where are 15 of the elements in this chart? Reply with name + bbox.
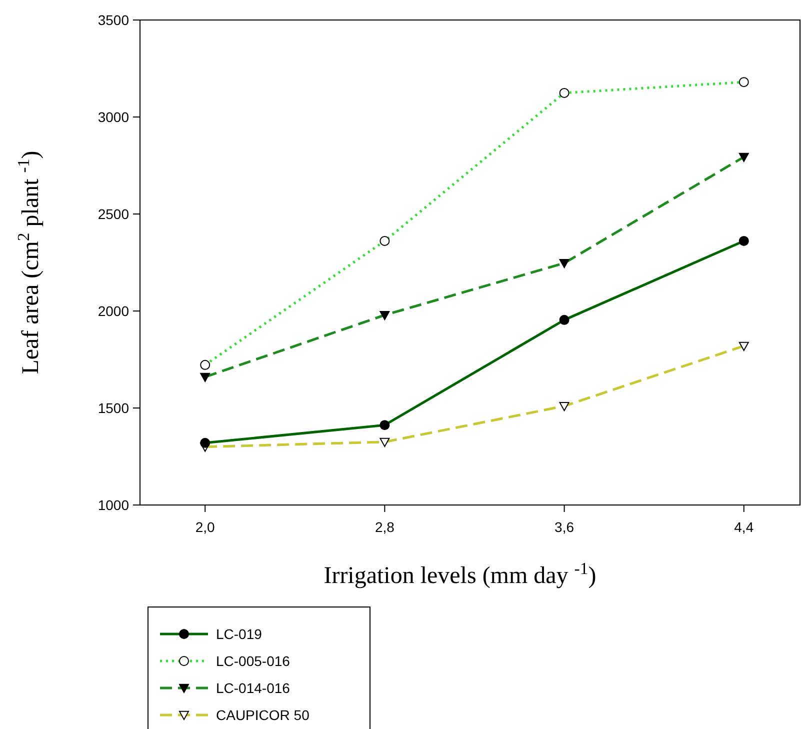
y-tick-label: 3500 — [98, 12, 130, 28]
y-tick-label: 1000 — [98, 496, 130, 513]
legend-label: LC-019 — [216, 626, 262, 642]
x-tick-label: 3,6 — [554, 519, 574, 535]
legend-label: LC-005-016 — [216, 652, 290, 669]
x-tick-label: 2,8 — [374, 519, 395, 535]
legend-label: LC-014-016 — [216, 680, 290, 696]
y-tick-label: 1500 — [98, 400, 130, 416]
y-tick-label: 3000 — [98, 108, 130, 125]
legend-label: CAUPICOR 50 — [216, 706, 310, 723]
x-axis-title: Irrigation levels (mm day $^{-1}$) — [324, 558, 596, 589]
y-tick-label: 2500 — [98, 206, 130, 222]
x-tick-label: 4,4 — [734, 519, 754, 535]
x-tick-label: 2,0 — [195, 519, 216, 535]
y-tick-label: 2000 — [98, 302, 130, 319]
